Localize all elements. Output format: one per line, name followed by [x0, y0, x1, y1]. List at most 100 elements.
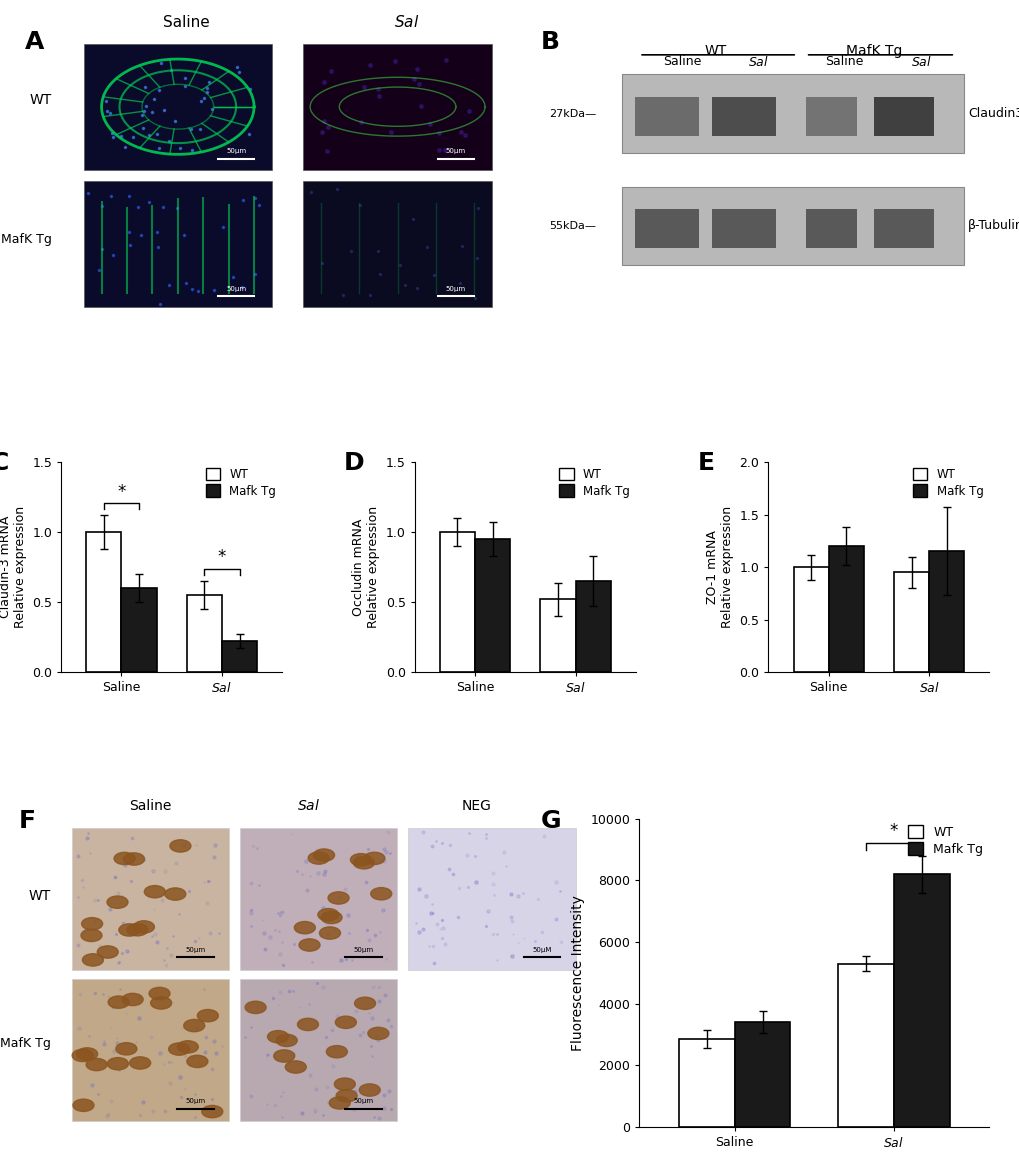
Circle shape — [108, 996, 129, 1008]
Y-axis label: Claudin-3 mRNA
Relative expression: Claudin-3 mRNA Relative expression — [0, 506, 26, 628]
Text: Claudin3: Claudin3 — [967, 107, 1019, 120]
Text: 27kDa—: 27kDa— — [548, 109, 596, 119]
Text: *: * — [889, 822, 897, 841]
Bar — [186, 595, 222, 673]
Text: MafK Tg: MafK Tg — [0, 1038, 51, 1051]
Bar — [679, 1039, 734, 1127]
Bar — [711, 97, 775, 136]
Text: E: E — [697, 452, 714, 475]
Circle shape — [81, 930, 102, 942]
Bar — [893, 875, 949, 1127]
Circle shape — [72, 1050, 93, 1061]
Circle shape — [118, 924, 140, 936]
Text: 50μm: 50μm — [353, 946, 373, 953]
Bar — [805, 97, 856, 136]
Circle shape — [298, 1018, 318, 1031]
Circle shape — [326, 1046, 347, 1058]
Circle shape — [133, 920, 154, 933]
Text: 50μm: 50μm — [184, 946, 205, 953]
Circle shape — [267, 1031, 288, 1043]
Circle shape — [83, 953, 103, 966]
Circle shape — [197, 1010, 218, 1021]
Circle shape — [355, 997, 375, 1010]
Text: MafK Tg: MafK Tg — [1, 234, 52, 247]
Text: 50μm: 50μm — [184, 1098, 205, 1104]
Circle shape — [107, 1058, 128, 1070]
Text: B: B — [540, 29, 559, 54]
Bar — [540, 600, 575, 673]
Bar — [893, 573, 928, 673]
Bar — [711, 209, 775, 248]
Text: C: C — [0, 452, 9, 475]
Circle shape — [122, 993, 143, 1006]
Bar — [734, 1023, 790, 1127]
Bar — [408, 828, 576, 970]
Text: NEG: NEG — [461, 798, 491, 812]
Circle shape — [364, 852, 384, 864]
Bar — [439, 532, 475, 673]
Text: 50μm: 50μm — [353, 1098, 373, 1104]
Text: Saline: Saline — [824, 55, 862, 68]
Circle shape — [368, 1027, 388, 1040]
Circle shape — [165, 888, 185, 900]
Circle shape — [319, 926, 340, 939]
Circle shape — [82, 918, 103, 930]
Circle shape — [351, 853, 371, 866]
Bar — [622, 187, 963, 265]
Circle shape — [116, 1043, 137, 1055]
Y-axis label: Fluorescence Intensity: Fluorescence Intensity — [570, 895, 584, 1051]
Circle shape — [107, 896, 127, 909]
Text: 50μm: 50μm — [445, 148, 466, 154]
Text: *: * — [217, 548, 226, 566]
Legend: WT, Mafk Tg: WT, Mafk Tg — [907, 825, 982, 856]
Text: β-Tubulin: β-Tubulin — [967, 220, 1019, 232]
Circle shape — [86, 1058, 107, 1071]
Text: 50μM: 50μM — [532, 946, 551, 953]
Text: $\it{Sal}$: $\it{Sal}$ — [297, 797, 319, 812]
Bar — [622, 74, 963, 153]
Bar — [873, 97, 933, 136]
Bar — [87, 532, 121, 673]
Text: 50μm: 50μm — [226, 148, 246, 154]
Circle shape — [202, 1106, 222, 1118]
Text: *: * — [117, 483, 125, 500]
Bar — [634, 209, 698, 248]
Circle shape — [170, 839, 191, 852]
Bar — [873, 209, 933, 248]
Text: $\it{Sal}$: $\it{Sal}$ — [748, 55, 768, 69]
Text: $\it{Sal}$: $\it{Sal}$ — [910, 55, 930, 69]
Circle shape — [177, 1040, 198, 1053]
Bar — [303, 181, 491, 308]
Text: 50μm: 50μm — [445, 285, 466, 291]
Circle shape — [168, 1043, 190, 1055]
Legend: WT, Mafk Tg: WT, Mafk Tg — [912, 468, 982, 498]
Y-axis label: Occludin mRNA
Relative expression: Occludin mRNA Relative expression — [352, 506, 380, 628]
Circle shape — [149, 987, 170, 999]
Bar — [84, 43, 272, 170]
Bar — [71, 979, 229, 1121]
Circle shape — [151, 997, 171, 1010]
Bar — [84, 181, 272, 308]
Circle shape — [126, 924, 148, 936]
Bar — [928, 552, 963, 673]
Circle shape — [76, 1047, 98, 1060]
Circle shape — [321, 911, 341, 924]
Circle shape — [144, 885, 165, 898]
Text: Saline: Saline — [662, 55, 700, 68]
Bar — [475, 539, 510, 673]
Text: Saline: Saline — [129, 798, 171, 812]
Y-axis label: ZO-1 mRNA
Relative expression: ZO-1 mRNA Relative expression — [705, 506, 733, 628]
Bar — [239, 828, 397, 970]
Circle shape — [353, 857, 374, 869]
Circle shape — [186, 1055, 208, 1067]
Bar — [575, 581, 610, 673]
Circle shape — [318, 909, 338, 920]
Bar — [793, 567, 827, 673]
Text: WT: WT — [29, 889, 51, 903]
Legend: WT, Mafk Tg: WT, Mafk Tg — [558, 468, 630, 498]
Circle shape — [329, 1097, 350, 1109]
Circle shape — [359, 1084, 380, 1097]
Text: 50μm: 50μm — [226, 285, 246, 291]
Text: 55kDa—: 55kDa— — [549, 221, 596, 231]
Circle shape — [129, 1057, 151, 1070]
